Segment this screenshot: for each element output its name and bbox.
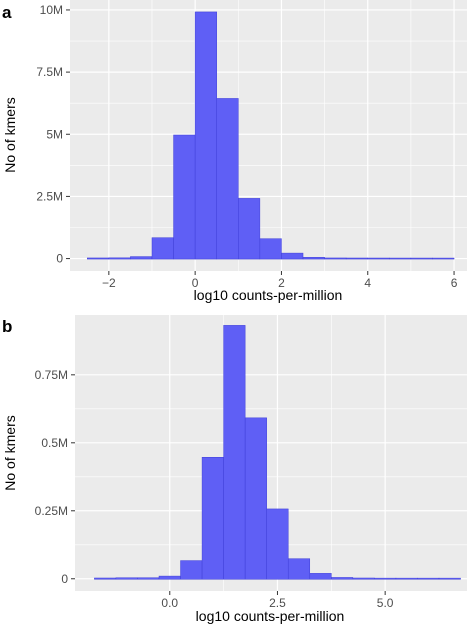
histogram-bar	[287, 558, 311, 580]
y-tick-label: 0.25M	[35, 504, 68, 518]
y-tick-label: 0	[56, 252, 63, 266]
x-tick-label: 5.0	[377, 596, 394, 610]
y-tick-label: 10M	[40, 3, 63, 17]
chart-panel-b: b 0.0 2.5 5.0 0 0.25M 0.5M 0.75M log10 counts…	[2, 315, 467, 624]
histogram-bar	[115, 577, 138, 580]
histogram-bar	[374, 577, 397, 580]
y-tick-label: 0.5M	[41, 436, 68, 450]
histogram-bar	[352, 577, 375, 580]
x-ticks-b: 0.0 2.5 5.0	[161, 591, 394, 610]
histogram-bar	[331, 577, 354, 580]
chart-panel-a: a −2 0 2 4 6 0 2.5M 5M 7.5M 10M log10 counts-per…	[2, 0, 467, 303]
histogram-bar	[367, 257, 390, 260]
histogram-bar	[395, 577, 418, 580]
histogram-bar	[94, 577, 117, 580]
y-ticks-a: 0 2.5M 5M 7.5M 10M	[36, 3, 70, 266]
histogram-bar	[266, 508, 289, 580]
histogram-bar	[438, 577, 461, 580]
histogram-bar	[324, 257, 347, 260]
x-tick-label: 2.5	[269, 596, 286, 610]
panel-label-b: b	[2, 317, 12, 336]
histogram-bar	[87, 257, 110, 260]
x-tick-label: 0.0	[161, 596, 178, 610]
histogram-bar	[223, 325, 246, 580]
panel-label-a: a	[2, 3, 12, 22]
y-tick-label: 7.5M	[36, 65, 63, 79]
x-tick-label: 6	[451, 276, 458, 290]
histogram-bar	[389, 257, 412, 260]
x-tick-label: 0	[192, 276, 199, 290]
histogram-bar	[244, 417, 267, 580]
histogram-bar	[194, 11, 217, 260]
y-axis-title-b: No of kmers	[2, 415, 18, 490]
histogram-bar	[417, 577, 440, 580]
histogram-bar	[432, 257, 455, 260]
y-tick-label: 2.5M	[36, 189, 63, 203]
histogram-bar	[158, 575, 181, 580]
histogram-bar	[238, 198, 261, 260]
histogram-bar	[309, 573, 332, 580]
x-axis-title-a: log10 counts-per-million	[194, 287, 343, 303]
histogram-bar	[201, 457, 224, 580]
plot-background-a	[70, 0, 467, 271]
x-ticks-a: −2 0 2 4 6	[102, 271, 458, 290]
histogram-bar	[216, 98, 239, 260]
x-tick-label: −2	[102, 276, 116, 290]
y-tick-label: 0.75M	[35, 368, 68, 382]
x-axis-title-b: log10 counts-per-million	[196, 608, 345, 624]
histogram-bar	[173, 134, 196, 260]
histogram-bar	[259, 238, 282, 260]
x-tick-label: 2	[278, 276, 285, 290]
histogram-bar	[130, 256, 153, 260]
histogram-bar	[108, 257, 131, 260]
histogram-bar	[302, 257, 325, 260]
y-tick-label: 0	[61, 572, 68, 586]
y-axis-title-a: No of kmers	[2, 97, 18, 172]
histogram-bar	[281, 252, 304, 260]
histogram-bar	[410, 257, 433, 260]
bars-a	[87, 11, 455, 260]
histogram-bar	[345, 257, 369, 260]
histogram-bar	[151, 237, 174, 260]
histogram-bar	[180, 560, 203, 580]
x-tick-label: 4	[364, 276, 371, 290]
y-tick-label: 5M	[46, 127, 63, 141]
bars-b	[94, 325, 461, 580]
histogram-bar	[137, 577, 160, 580]
y-ticks-b: 0 0.25M 0.5M 0.75M	[35, 368, 75, 586]
